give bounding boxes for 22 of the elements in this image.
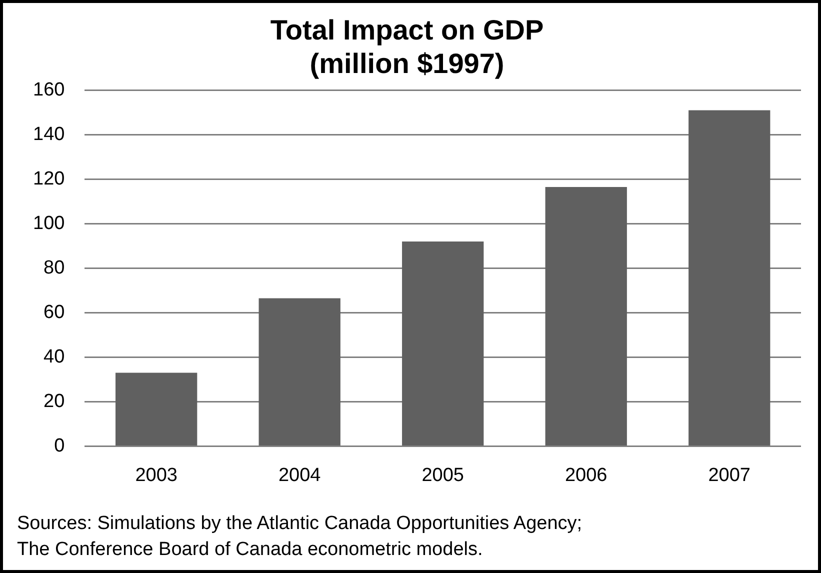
bar [402,242,484,446]
x-tick-label: 2004 [278,464,322,486]
y-tick-label: 80 [44,257,65,278]
y-tick-label: 60 [44,302,65,323]
x-tick-label: 2005 [422,464,464,486]
y-tick-label: 160 [33,79,65,100]
y-tick-label: 140 [33,124,65,145]
text: The Conference Board of Canada econometric models. [17,538,484,562]
bar [258,298,340,446]
bar [545,186,627,446]
y-tick-label: 40 [44,346,65,368]
y-tick-label: 0 [54,435,65,456]
y-tick-label: 100 [33,212,65,234]
bar [688,110,770,446]
chart-title: Total Impact on GDP (million $1997) [270,14,544,80]
y-tick-label: 20 [44,390,65,412]
y-tick-label: 120 [33,168,65,190]
x-tick-label: 2003 [135,464,178,486]
x-tick-label: 2007 [708,464,751,486]
source-note: Sources: Simulations by the Atlantic Canada Opportunities Agency; [17,512,582,536]
bar [116,372,198,446]
x-tick-label: 2006 [564,464,608,486]
